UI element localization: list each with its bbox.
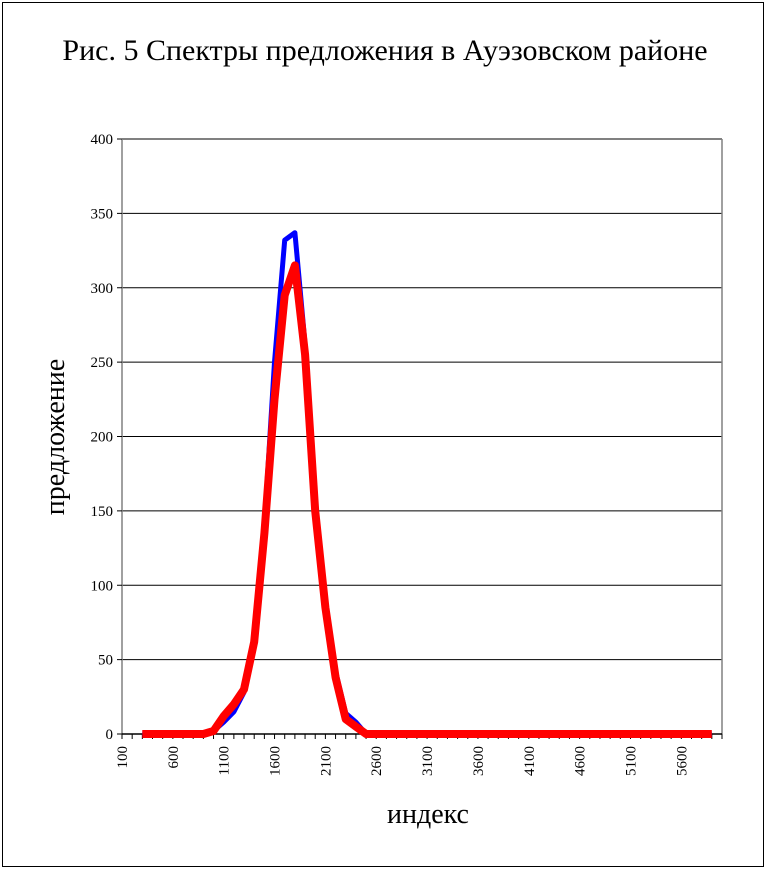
- y-tick-label: 300: [91, 281, 114, 297]
- y-tick-label: 0: [106, 727, 114, 743]
- y-tick-label: 100: [91, 578, 114, 594]
- y-tick-label: 350: [91, 206, 114, 222]
- series-1-line: [142, 230, 712, 737]
- y-tick-label: 250: [91, 355, 114, 371]
- x-tick-label: 600: [166, 746, 182, 769]
- x-tick-label: 100: [115, 746, 131, 769]
- x-tick-label: 1600: [268, 746, 284, 776]
- chart-title: Рис. 5 Спектры предложения в Ауэзовском …: [62, 34, 708, 67]
- x-tick-labels: 100 600 1100 1600 2100 2600 3100 3600 4100 4600 51…: [115, 734, 723, 776]
- x-tick-label: 2100: [318, 746, 334, 776]
- x-tick-label: 5100: [623, 746, 639, 776]
- y-axis-title: предложение: [40, 359, 71, 515]
- x-tick-label: 2600: [369, 746, 385, 776]
- series-lines: [142, 230, 712, 738]
- y-tick-labels: 0 50 100 150 200 250 300 350 400: [91, 132, 122, 743]
- x-tick-label: 5600: [674, 746, 690, 776]
- x-axis-title: индекс: [387, 799, 469, 830]
- y-tick-label: 50: [98, 653, 113, 669]
- y-tick-label: 150: [91, 504, 114, 520]
- grid-lines: [122, 138, 722, 735]
- y-tick-label: 400: [91, 132, 114, 148]
- x-tick-label: 4600: [573, 746, 589, 776]
- y-tick-label: 200: [91, 430, 114, 446]
- x-tick-label: 3600: [471, 746, 487, 776]
- series-2-line: [142, 261, 712, 738]
- x-tick-label: 3100: [420, 746, 436, 776]
- x-tick-label: 1100: [217, 746, 233, 775]
- x-tick-label: 4100: [522, 746, 538, 776]
